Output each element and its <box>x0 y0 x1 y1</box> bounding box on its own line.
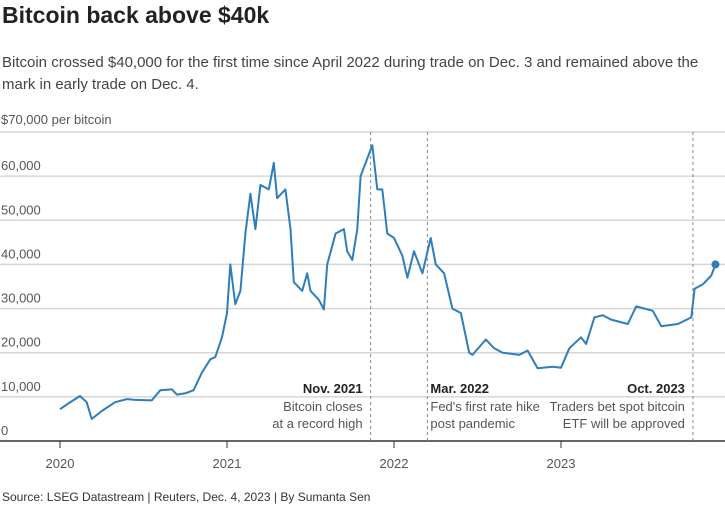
y-axis-label: $70,000 per bitcoin <box>1 112 112 127</box>
annotation-title: Nov. 2021 <box>303 381 363 396</box>
annotation-text: Fed's first rate hike <box>430 399 539 414</box>
y-tick-label: 50,000 <box>1 202 41 217</box>
annotation-title: Oct. 2023 <box>627 381 685 396</box>
annotation-title: Mar. 2022 <box>430 381 489 396</box>
chart-title: Bitcoin back above $40k <box>2 2 270 28</box>
y-tick-label: 0 <box>1 423 8 438</box>
y-tick-label: 60,000 <box>1 158 41 173</box>
source-note: Source: LSEG Datastream | Reuters, Dec. … <box>2 490 371 504</box>
y-tick-label: 10,000 <box>1 379 41 394</box>
annotation-text: post pandemic <box>430 416 515 431</box>
x-tick-label: 2023 <box>547 456 576 471</box>
y-tick-label: 20,000 <box>1 335 41 350</box>
annotation-text: at a record high <box>272 416 362 431</box>
latest-price-marker <box>711 260 720 269</box>
x-tick-label: 2020 <box>46 456 75 471</box>
annotation-text: Traders bet spot bitcoin <box>550 399 685 414</box>
y-tick-label: 30,000 <box>1 291 41 306</box>
annotation-text: ETF will be approved <box>563 416 685 431</box>
annotation-text: Bitcoin closes <box>283 399 363 414</box>
y-tick-label: 40,000 <box>1 246 41 261</box>
price-line <box>59 144 717 420</box>
x-tick-label: 2022 <box>380 456 409 471</box>
x-tick-label: 2021 <box>213 456 242 471</box>
chart-subtitle: Bitcoin crossed $40,000 for the first ti… <box>2 54 699 93</box>
